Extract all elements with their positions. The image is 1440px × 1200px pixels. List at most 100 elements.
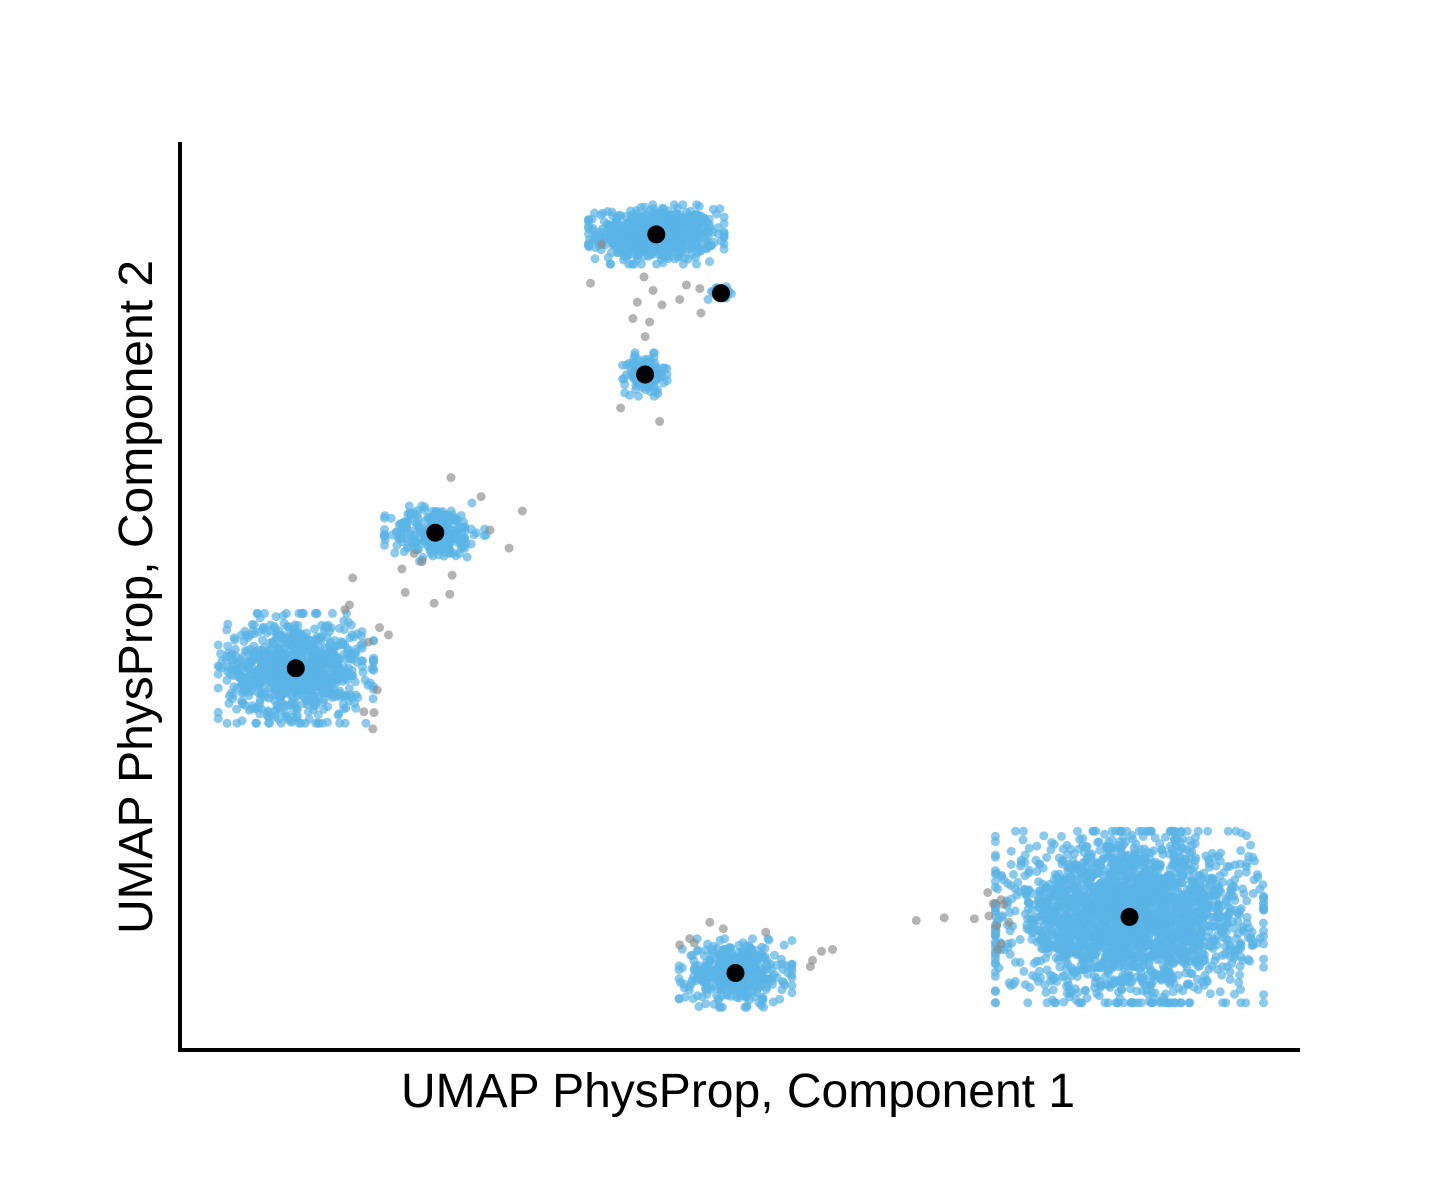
- cluster-7-point: [1174, 934, 1184, 944]
- cluster-4-point: [456, 511, 466, 520]
- cluster-7-point: [1048, 985, 1058, 995]
- cluster-centroid-point: [647, 225, 666, 244]
- cluster-5-point: [289, 623, 299, 633]
- cluster-7-point: [1235, 970, 1245, 980]
- cluster-7-point: [1184, 998, 1194, 1008]
- cluster-7-point: [1108, 899, 1118, 909]
- cluster-5-point: [339, 704, 349, 714]
- cluster-7-point: [1243, 954, 1253, 964]
- cluster-centroid-point: [286, 659, 305, 678]
- cluster-6-point: [676, 978, 685, 987]
- cluster-7-point: [990, 959, 1000, 969]
- cluster-6-point: [712, 991, 722, 1001]
- cluster-7-point: [1107, 835, 1117, 844]
- cluster-7-point: [1068, 901, 1078, 911]
- cluster-5-point: [237, 672, 247, 682]
- cluster-7-point: [1170, 998, 1180, 1008]
- cluster-3-point: [662, 364, 672, 374]
- cluster-7-point: [1080, 985, 1090, 995]
- cluster-7-point: [1089, 950, 1099, 960]
- cluster-7-point: [1137, 879, 1147, 889]
- cluster-7-point: [1076, 998, 1086, 1008]
- cluster-7-point: [1165, 864, 1175, 874]
- cluster-7-point: [1114, 922, 1124, 932]
- cluster-3-point: [653, 389, 663, 399]
- cluster-7-point: [1009, 869, 1018, 879]
- cluster-7-point: [1032, 867, 1042, 877]
- cluster-4-point: [466, 539, 476, 549]
- cluster-7-point: [1064, 980, 1073, 990]
- cluster-5-point: [351, 644, 361, 654]
- noise-point: [628, 314, 638, 323]
- cluster-7-point: [1194, 901, 1204, 911]
- cluster-7-point: [1091, 826, 1101, 836]
- cluster-7-point: [990, 928, 1000, 938]
- cluster-7-point: [1050, 914, 1060, 924]
- noise-point: [348, 573, 358, 583]
- cluster-7-point: [1036, 956, 1046, 966]
- cluster-7-point: [1230, 895, 1240, 905]
- cluster-7-point: [1102, 930, 1112, 940]
- cluster-6-point: [674, 965, 684, 975]
- cluster-7-point: [1233, 917, 1243, 927]
- noise-point: [363, 637, 373, 647]
- cluster-1-point: [705, 220, 715, 230]
- cluster-6-point: [748, 934, 757, 944]
- cluster-7-point: [1172, 921, 1182, 931]
- cluster-7-point: [1126, 865, 1136, 875]
- cluster-7-point: [1190, 833, 1200, 843]
- cluster-7-point: [1006, 860, 1016, 869]
- cluster-1-point: [667, 215, 677, 225]
- cluster-7-point: [1171, 838, 1181, 848]
- cluster-1-point: [632, 251, 642, 261]
- cluster-5-point: [301, 644, 311, 654]
- noise-point: [485, 525, 495, 535]
- cluster-5-point: [313, 676, 323, 686]
- cluster-7-point: [1027, 934, 1037, 944]
- cluster-7-point: [1182, 954, 1192, 964]
- cluster-5-point: [271, 612, 281, 622]
- cluster-7-point: [1246, 840, 1256, 850]
- cluster-5-point: [290, 633, 300, 643]
- cluster-5-point: [243, 687, 253, 697]
- cluster-7-point: [1207, 961, 1217, 971]
- cluster-7-point: [1082, 932, 1092, 942]
- cluster-3-point: [630, 359, 640, 369]
- cluster-7-point: [1083, 867, 1093, 877]
- cluster-7-point: [1116, 847, 1126, 857]
- cluster-7-point: [1017, 858, 1027, 867]
- cluster-7-point: [1073, 888, 1083, 898]
- noise-point: [993, 945, 1003, 954]
- cluster-6-point: [734, 940, 744, 950]
- cluster-7-point: [1186, 864, 1196, 874]
- cluster-5-point: [346, 692, 356, 702]
- noise-point: [645, 317, 655, 327]
- cluster-5-point: [259, 685, 269, 695]
- cluster-5-point: [226, 669, 236, 679]
- cluster-7-point: [1157, 845, 1167, 855]
- cluster-7-point: [1153, 970, 1163, 980]
- cluster-7-point: [1224, 909, 1233, 919]
- cluster-5-point: [213, 669, 223, 679]
- cluster-7-point: [1159, 964, 1169, 974]
- cluster-7-point: [1226, 941, 1236, 951]
- noise-point: [696, 308, 706, 318]
- cluster-5-point: [249, 629, 259, 639]
- cluster-7-point: [1081, 883, 1091, 893]
- cluster-7-point: [1222, 962, 1232, 972]
- cluster-6-point: [762, 974, 772, 984]
- noise-point: [586, 278, 595, 288]
- cluster-7-point: [1149, 846, 1159, 856]
- cluster-6-point: [701, 999, 711, 1009]
- y-axis-label: UMAP PhysProp, Component 2: [110, 260, 163, 934]
- cluster-7-point: [1216, 848, 1226, 858]
- cluster-5-point: [275, 650, 285, 660]
- cluster-7-point: [1147, 998, 1157, 1008]
- cluster-7-point: [1150, 988, 1160, 998]
- cluster-7-point: [1075, 835, 1085, 844]
- cluster-7-point: [1117, 871, 1127, 881]
- cluster-7-point: [1151, 925, 1161, 935]
- cluster-6-point: [747, 946, 757, 956]
- cluster-7-point: [1023, 905, 1033, 914]
- cluster-7-point: [1071, 936, 1080, 946]
